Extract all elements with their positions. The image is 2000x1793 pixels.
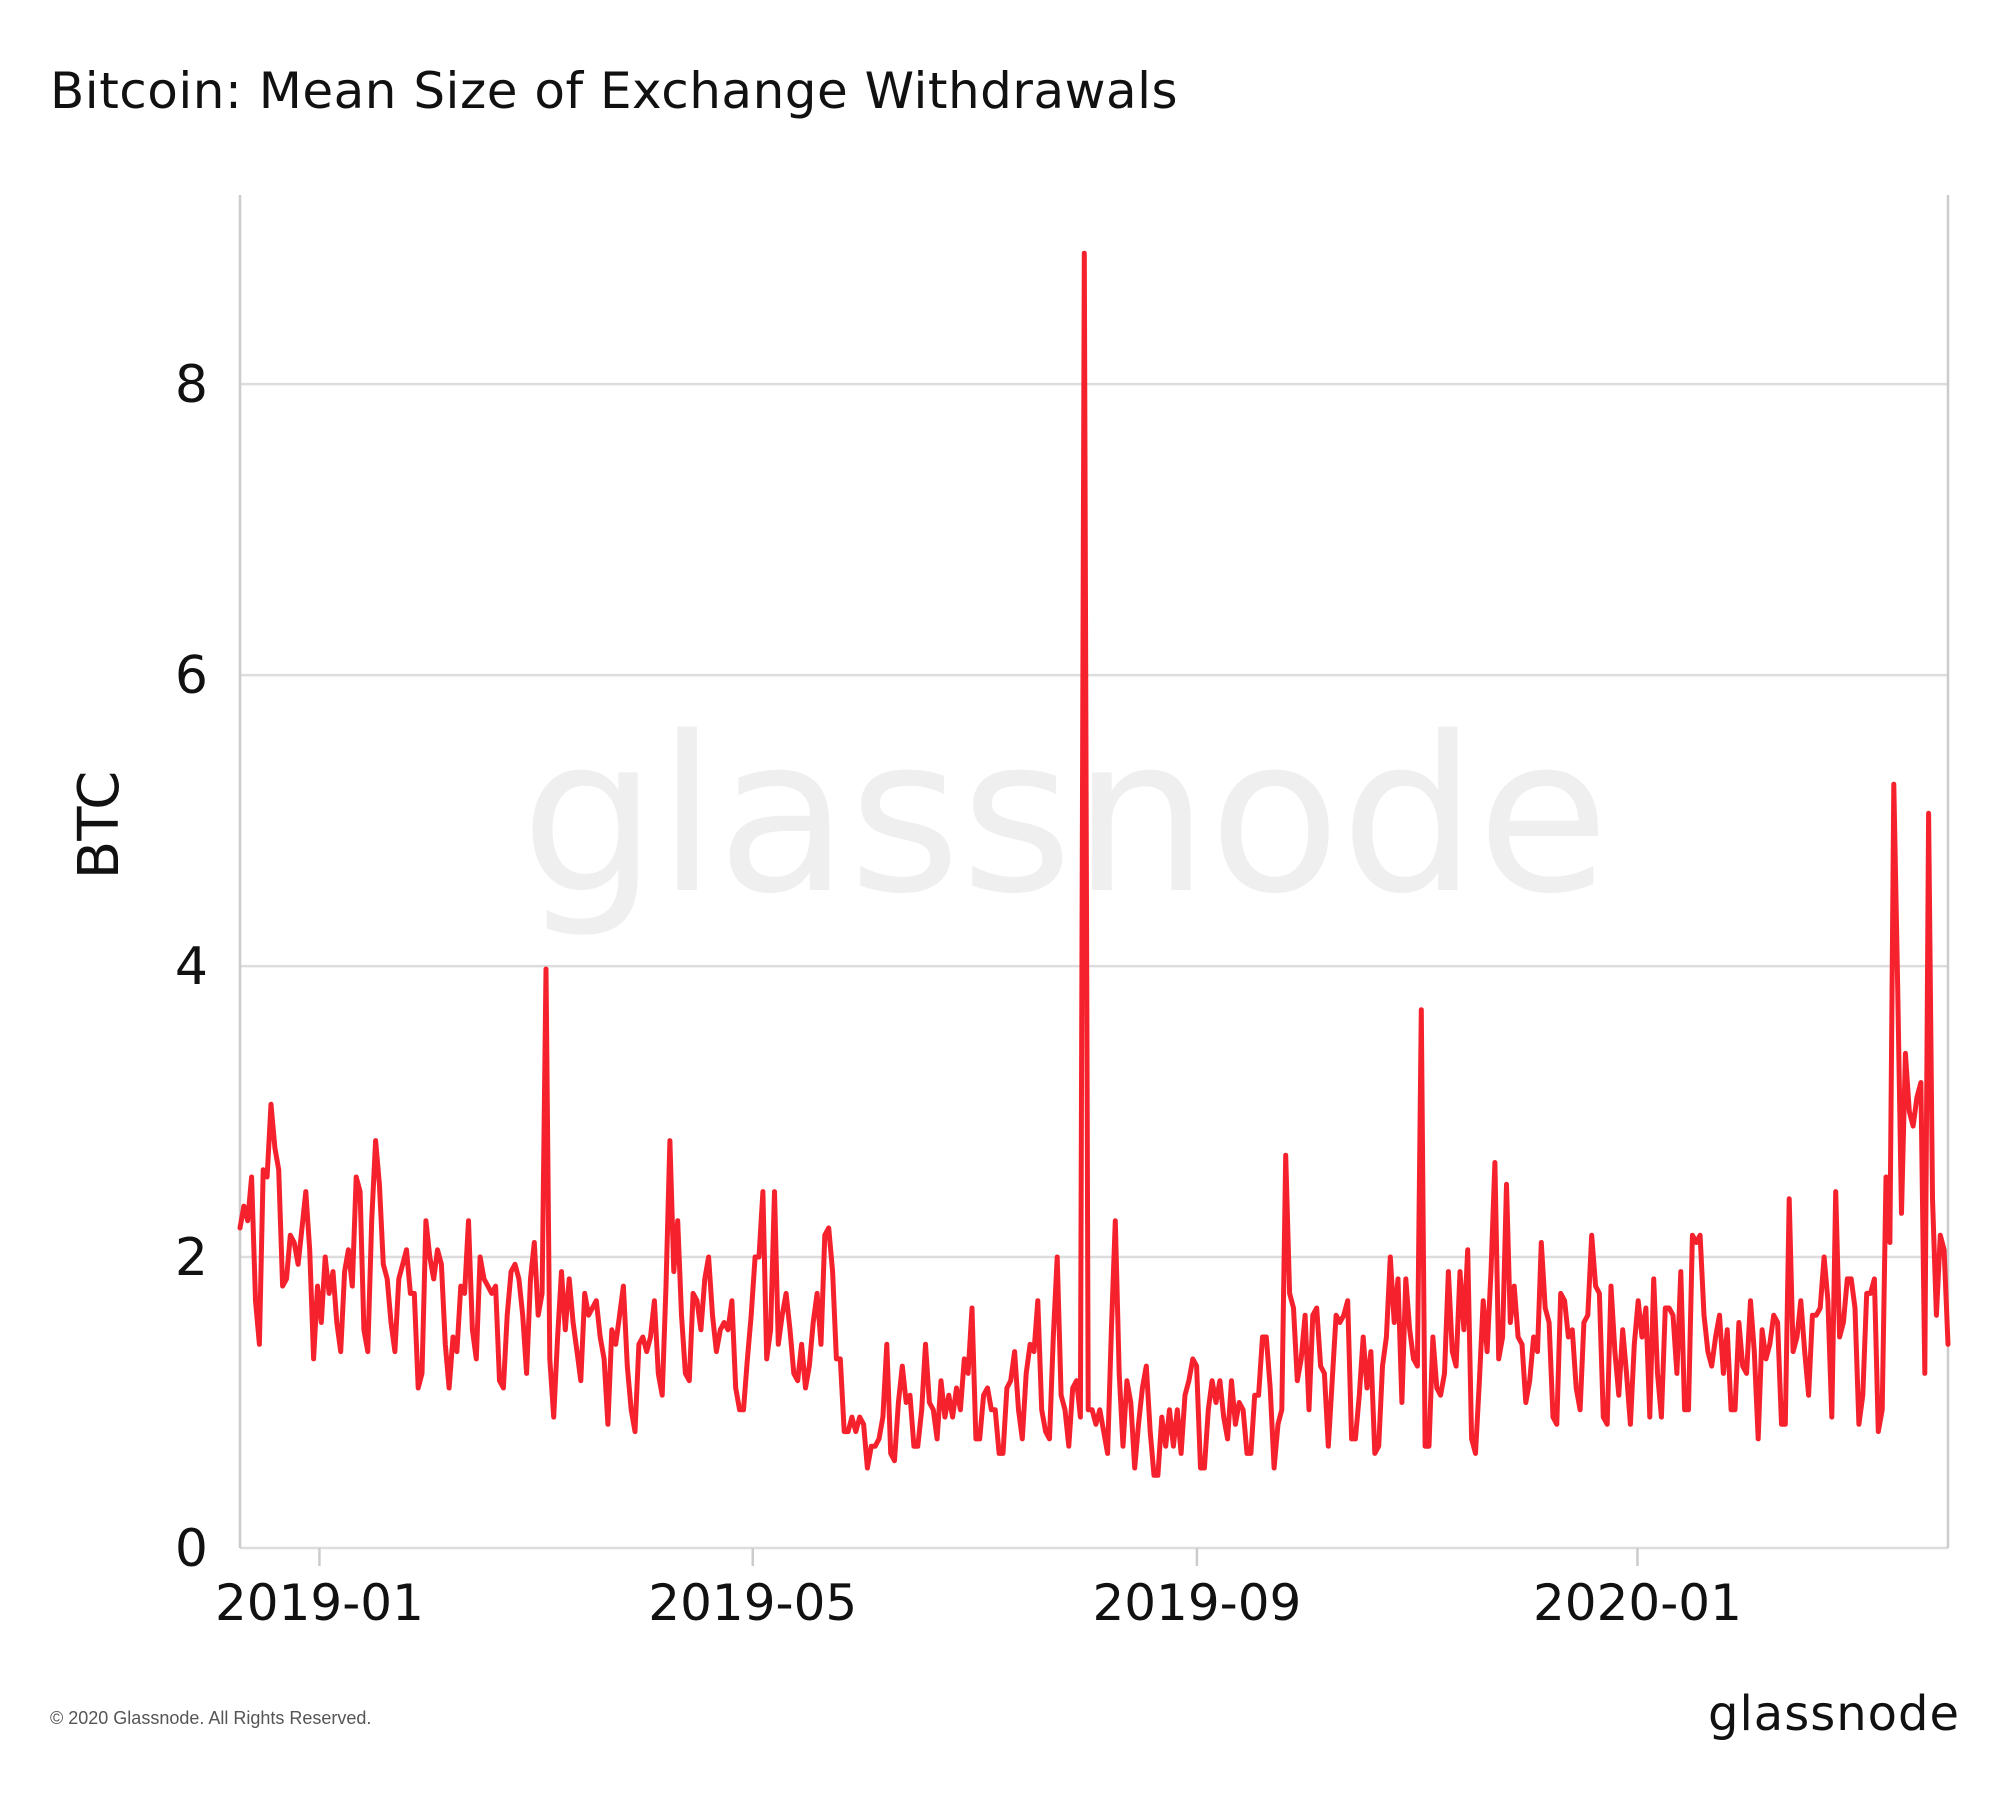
x-tick-label: 2019-05 xyxy=(648,1574,857,1632)
x-tick-label: 2019-09 xyxy=(1092,1574,1301,1632)
watermark: glassnode xyxy=(521,690,1610,941)
x-tick-label: 2020-01 xyxy=(1533,1574,1742,1632)
y-axis-label: BTC xyxy=(67,771,132,879)
y-tick-label: 4 xyxy=(175,937,208,997)
series-line xyxy=(237,250,1951,1478)
grid-lines xyxy=(240,382,1948,1550)
tick-labels: 0 2 4 6 8 2019-01 2019-05 2019-09 2020-01 xyxy=(175,355,1742,1632)
y-tick-label: 6 xyxy=(175,646,208,706)
y-tick-label: 2 xyxy=(175,1228,208,1288)
brand-logo: glassnode xyxy=(1707,1686,1960,1742)
x-tick-label: 2019-01 xyxy=(215,1574,424,1632)
chart-title: Bitcoin: Mean Size of Exchange Withdrawa… xyxy=(50,62,1179,120)
y-tick-label: 0 xyxy=(175,1519,208,1579)
copyright-notice: © 2020 Glassnode. All Rights Reserved. xyxy=(50,1708,372,1728)
y-tick-label: 8 xyxy=(175,355,208,415)
